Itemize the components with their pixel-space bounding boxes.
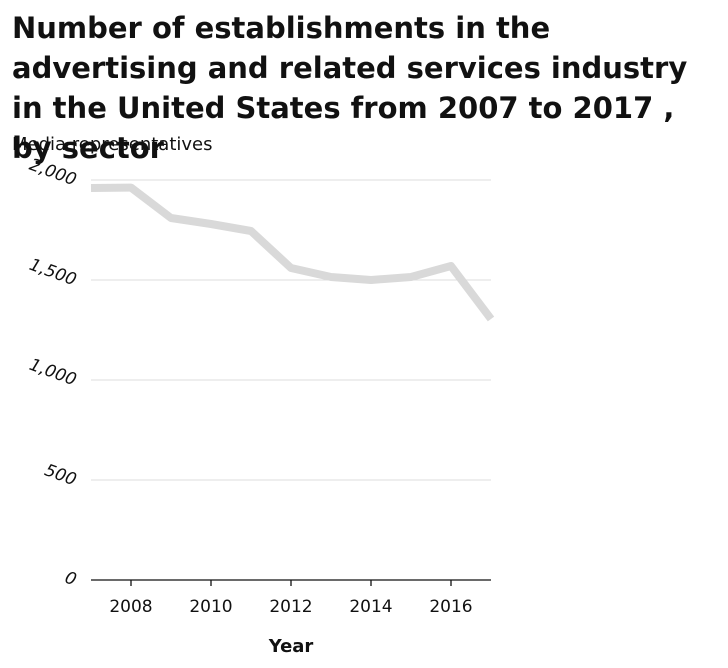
x-tick-label: 2010: [189, 597, 232, 617]
chart-title: Number of establishments in the advertis…: [12, 11, 688, 165]
x-tick-label: 2012: [269, 597, 312, 617]
x-tick-label: 2014: [349, 597, 392, 617]
y-tick-label: 2,000: [27, 155, 80, 190]
x-tick-label: 2016: [429, 597, 472, 617]
series-line: [90, 183, 495, 322]
x-axis-label: Year: [268, 636, 314, 657]
y-tick-label: 500: [42, 460, 79, 490]
y-axis-label: Media representatives: [12, 134, 213, 155]
y-tick-label: 1,500: [27, 255, 80, 290]
x-tick-label: 2008: [109, 597, 152, 617]
y-tick-label: 0: [62, 568, 79, 590]
y-tick-label: 1,000: [27, 355, 80, 390]
